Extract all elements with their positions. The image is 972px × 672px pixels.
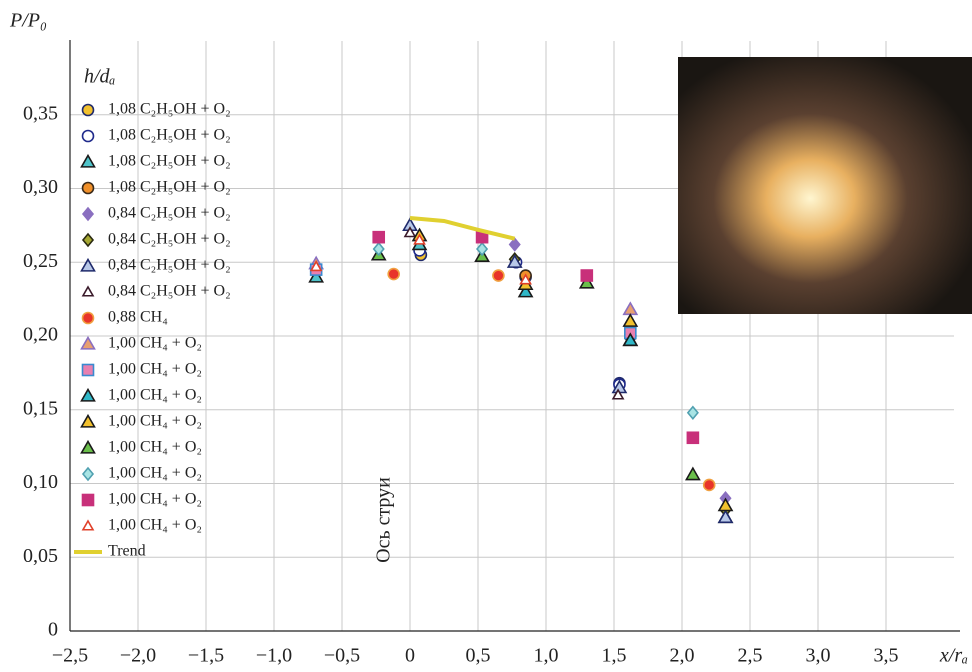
data-point — [624, 315, 637, 326]
y-tick-label: 0,30 — [23, 176, 58, 198]
legend-label: 1,08 C₂H₅OH + O₂ — [108, 127, 231, 144]
legend-swatch — [82, 390, 95, 401]
legend-swatch — [83, 131, 94, 142]
legend-label: 1,08 C₂H₅OH + O₂ — [108, 101, 231, 118]
data-point — [581, 270, 592, 281]
y-tick-label: 0,25 — [23, 250, 58, 272]
legend-swatch — [83, 365, 94, 376]
trend-line — [410, 218, 515, 239]
legend-swatch — [82, 156, 95, 167]
legend-label: 1,00 CH₄ + O₂ — [108, 361, 202, 378]
y-tick-label: 0,35 — [23, 102, 58, 124]
data-point — [624, 303, 637, 314]
legend-label: 1,00 CH₄ + O₂ — [108, 491, 202, 508]
legend-swatch — [83, 521, 93, 530]
legend-label: Trend — [108, 543, 146, 560]
legend-swatch — [83, 234, 93, 246]
page: P/P₀ x/rₐ h/dₐ Ось струи −2,5 −2,0 −1,5 −1,… — [0, 0, 972, 672]
data-point — [493, 270, 504, 281]
y-tick-label: 0,05 — [23, 545, 58, 567]
data-point — [477, 243, 487, 255]
chart: P/P₀ x/rₐ h/dₐ Ось струи −2,5 −2,0 −1,5 −1,… — [0, 0, 972, 672]
data-point — [719, 499, 732, 510]
legend-label: 1,08 C₂H₅OH + O₂ — [108, 153, 231, 170]
x-tick-label: −2,0 — [120, 645, 156, 667]
legend-swatch — [83, 208, 93, 220]
legend-label: 1,00 CH₄ + O₂ — [108, 439, 202, 456]
x-tick-label: −1,5 — [188, 645, 224, 667]
x-tick-label: 2,5 — [738, 645, 763, 667]
x-tick-label: 1,5 — [602, 645, 627, 667]
data-point — [704, 479, 715, 490]
legend-label: 1,00 CH₄ + O₂ — [108, 413, 202, 430]
y-tick-label: 0,15 — [23, 397, 58, 419]
y-tick-label: 0,10 — [23, 471, 58, 493]
legend-swatch — [83, 313, 94, 324]
data-point — [719, 511, 732, 522]
legend-label: 1,00 CH₄ + O₂ — [108, 465, 202, 482]
x-tick-label: 3,5 — [874, 645, 899, 667]
data-point — [510, 239, 520, 251]
legend-swatch — [83, 105, 94, 116]
legend-label: 1,00 CH₄ + O₂ — [108, 517, 202, 534]
legend-label: 1,08 C₂H₅OH + O₂ — [108, 179, 231, 196]
legend-label: 1,00 CH₄ + O₂ — [108, 387, 202, 404]
x-tick-label: 2,0 — [670, 645, 695, 667]
y-axis-label: P/P₀ — [9, 10, 47, 32]
legend-title: h/dₐ — [84, 66, 116, 88]
annotation: Ось струи — [373, 477, 395, 563]
data-point — [688, 407, 698, 419]
legend-swatch — [82, 338, 95, 349]
legend-label: 1,00 CH₄ + O₂ — [108, 335, 202, 352]
x-tick-label: 0 — [405, 645, 415, 667]
x-tick-label: −0,5 — [324, 645, 360, 667]
legend-swatch — [83, 287, 93, 296]
x-tick-label: −1,0 — [256, 645, 292, 667]
legend-swatch — [82, 416, 95, 427]
y-tick-label: 0,20 — [23, 324, 58, 346]
data-point — [388, 269, 399, 280]
data-point — [373, 232, 384, 243]
legend-label: 0,84 C₂H₅OH + O₂ — [108, 231, 231, 248]
legend-swatch — [83, 183, 94, 194]
x-axis-label: x/rₐ — [939, 645, 968, 667]
x-tick-label: 1,0 — [534, 645, 559, 667]
legend-swatch — [83, 468, 93, 480]
legend-label: 0,84 C₂H₅OH + O₂ — [108, 257, 231, 274]
legend-label: 0,84 C₂H₅OH + O₂ — [108, 283, 231, 300]
legend-label: 0,88 CH₄ — [108, 309, 168, 326]
legend-swatch — [82, 260, 95, 271]
x-tick-label: 3,0 — [806, 645, 831, 667]
legend-label: 0,84 C₂H₅OH + O₂ — [108, 205, 231, 222]
x-tick-label: −2,5 — [52, 645, 88, 667]
legend-swatch — [82, 442, 95, 453]
data-point — [687, 432, 698, 443]
x-tick-label: 0,5 — [466, 645, 491, 667]
y-tick-label: 0 — [48, 619, 58, 641]
data-point — [686, 468, 699, 479]
legend-swatch — [83, 495, 94, 506]
photo-inset — [678, 57, 972, 314]
